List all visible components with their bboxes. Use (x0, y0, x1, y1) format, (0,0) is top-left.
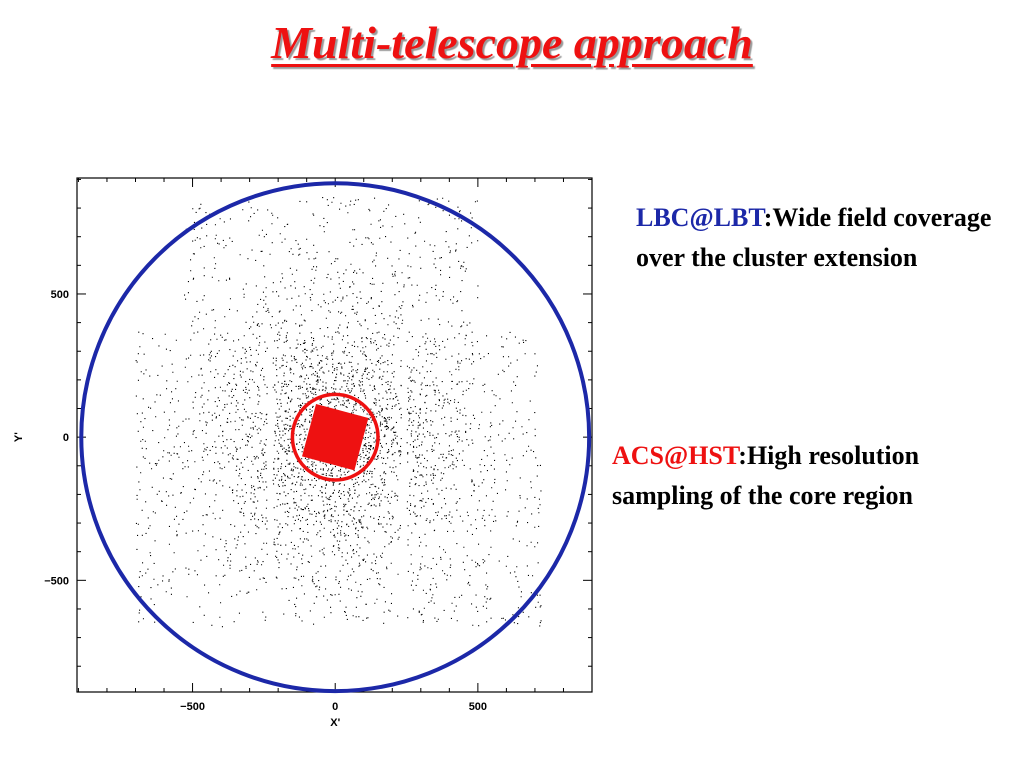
x-tick-label: 500 (469, 701, 487, 713)
acs-field-circle (290, 392, 380, 482)
lbc-description-text: :Wide field coverage over the cluster ex… (636, 203, 992, 272)
lbc-description: LBC@LBT:Wide field coverage over the clu… (636, 198, 1016, 278)
y-tick-label: 0 (63, 432, 69, 444)
slide-title: Multi-telescope approach (271, 17, 753, 68)
x-axis-label: X' (330, 717, 340, 729)
acs-instrument-name: ACS@HST (612, 441, 739, 470)
y-tick-label: 500 (51, 289, 69, 301)
acs-description-text: :High resolution sampling of the core re… (612, 441, 920, 510)
acs-description: ACS@HST:High resolution sampling of the … (612, 436, 1022, 516)
lbc-field-circle (79, 181, 592, 694)
axis-ticks (77, 178, 593, 692)
y-tick-label: −500 (44, 575, 69, 587)
field-overlays (79, 181, 592, 694)
acs-field-square (302, 403, 369, 471)
x-tick-label: −500 (180, 701, 205, 713)
scatter-plot: −500 0 500 −500 0 500 X' Y' (13, 177, 593, 729)
y-axis-label: Y' (13, 432, 25, 442)
tick-labels: −500 0 500 −500 0 500 (44, 289, 487, 713)
lbc-instrument-name: LBC@LBT (636, 203, 764, 232)
x-tick-label: 0 (332, 701, 338, 713)
